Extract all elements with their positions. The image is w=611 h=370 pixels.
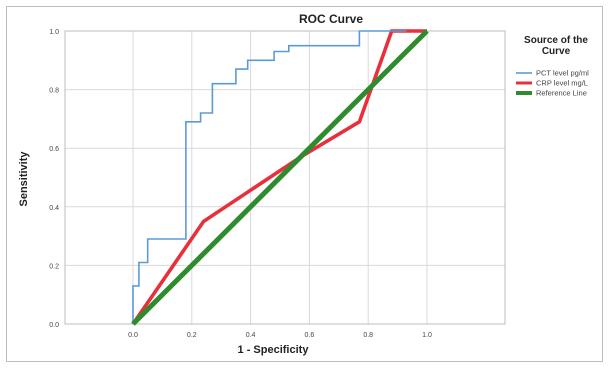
chart-frame: ROC Curve 0.0 0.2 0.4 0.6 0.8 1.0 0.0 0.2 0.4 0.…	[6, 6, 603, 362]
y-axis-title: Sensitivity	[18, 151, 30, 207]
x-tick-labels: 0.0 0.2 0.4 0.6 0.8 1.0	[128, 332, 432, 339]
plot-area-border	[64, 30, 506, 325]
chart-title: ROC Curve	[299, 12, 363, 26]
y-tick-label: 0.8	[49, 88, 59, 95]
x-tick-label: 0.0	[128, 332, 138, 339]
y-tick-label: 0.2	[49, 263, 59, 270]
y-tick-label: 0.4	[49, 205, 59, 212]
x-tick-label: 0.2	[187, 332, 197, 339]
y-tick-label: 1.0	[49, 29, 59, 36]
roc-chart: ROC Curve 0.0 0.2 0.4 0.6 0.8 1.0 0.00.20.40.…	[18, 12, 589, 356]
legend-title-line1: Source of the	[524, 35, 588, 46]
x-tick-label: 0.8	[363, 332, 373, 339]
y-tick-label: 0.6	[49, 146, 59, 153]
y-tick-label: 0.0	[49, 322, 59, 329]
x-tick-label: 0.4	[246, 332, 256, 339]
series-line-2	[131, 29, 429, 326]
series-layer	[131, 29, 429, 326]
legend-label-1: CRP level mg/L	[536, 79, 588, 88]
y-tick-labels: 0.0 0.2 0.4 0.6 0.8 1.0	[49, 29, 59, 329]
x-tick-label: 0.6	[305, 332, 315, 339]
x-axis-title: 1 - Specificity	[238, 344, 310, 356]
legend-label-2: Reference Line	[536, 89, 587, 98]
x-tick-label: 1.0	[422, 332, 432, 339]
series-line-0	[132, 30, 407, 324]
gridlines	[65, 30, 505, 325]
legend-label-0: PCT level pg/ml	[536, 69, 589, 78]
legend-title-line2: Curve	[542, 46, 571, 57]
